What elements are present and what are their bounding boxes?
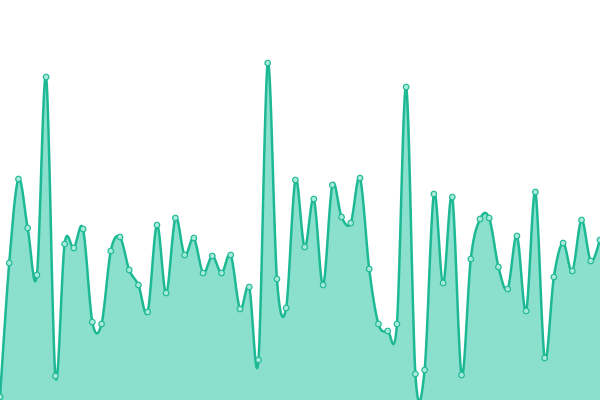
data-point	[273, 275, 281, 283]
data-point	[282, 304, 290, 312]
data-point	[107, 247, 115, 255]
data-point	[162, 289, 170, 297]
data-point	[301, 243, 309, 251]
data-point	[171, 214, 179, 222]
data-point	[208, 252, 216, 260]
data-point	[245, 283, 253, 291]
data-point	[125, 266, 133, 274]
data-point	[33, 271, 41, 279]
data-point	[522, 307, 530, 315]
data-point	[88, 318, 96, 326]
data-point	[310, 195, 318, 203]
data-point	[79, 225, 87, 233]
data-point	[402, 83, 410, 91]
data-point	[578, 216, 585, 224]
data-point	[116, 233, 124, 241]
data-point	[384, 327, 392, 335]
data-point	[587, 257, 595, 265]
data-point	[393, 320, 401, 328]
data-point	[467, 255, 475, 263]
data-point	[227, 251, 235, 259]
data-point	[596, 236, 600, 244]
data-point	[531, 188, 539, 196]
data-point	[51, 372, 59, 380]
data-point	[135, 281, 142, 289]
data-point	[338, 213, 345, 221]
data-point	[144, 308, 152, 316]
data-point	[255, 356, 262, 364]
area-fill	[0, 62, 600, 400]
data-point	[291, 176, 299, 184]
data-point	[476, 215, 484, 223]
data-point	[319, 281, 327, 289]
data-point	[236, 305, 244, 313]
data-point	[5, 259, 13, 267]
data-point	[181, 251, 189, 259]
data-point	[264, 59, 272, 67]
data-point	[98, 320, 105, 328]
data-point	[513, 232, 521, 240]
data-point	[375, 320, 382, 328]
data-point	[439, 279, 447, 287]
data-point	[24, 224, 32, 232]
data-point	[485, 214, 493, 222]
data-point	[365, 265, 373, 273]
data-point	[328, 181, 336, 189]
data-point	[218, 269, 225, 277]
area-line	[0, 61, 600, 400]
data-point	[550, 273, 558, 281]
data-point	[0, 393, 4, 400]
data-point	[70, 244, 78, 252]
data-point	[568, 267, 576, 275]
data-point	[61, 240, 69, 248]
data-point	[430, 190, 438, 198]
data-point	[448, 193, 456, 201]
data-point	[421, 366, 429, 374]
data-point	[458, 371, 465, 379]
data-point	[153, 221, 161, 229]
data-point	[347, 219, 355, 227]
data-point	[559, 239, 567, 247]
data-point	[495, 263, 502, 271]
data-point	[190, 234, 198, 242]
data-point	[411, 370, 419, 378]
data-point	[199, 269, 207, 277]
data-point	[541, 354, 549, 362]
data-point	[42, 73, 50, 81]
data-point	[356, 174, 364, 182]
data-point	[15, 175, 22, 183]
data-point	[504, 285, 512, 293]
